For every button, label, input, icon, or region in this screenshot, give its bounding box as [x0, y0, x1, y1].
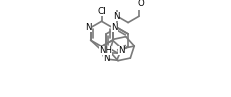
Text: N: N	[111, 23, 117, 32]
Text: N: N	[117, 46, 124, 55]
Text: N: N	[102, 54, 109, 63]
Text: O: O	[137, 0, 143, 8]
Text: N: N	[112, 12, 119, 21]
Text: N: N	[85, 23, 92, 32]
Text: NH: NH	[98, 46, 111, 55]
Text: Cl: Cl	[97, 7, 106, 16]
